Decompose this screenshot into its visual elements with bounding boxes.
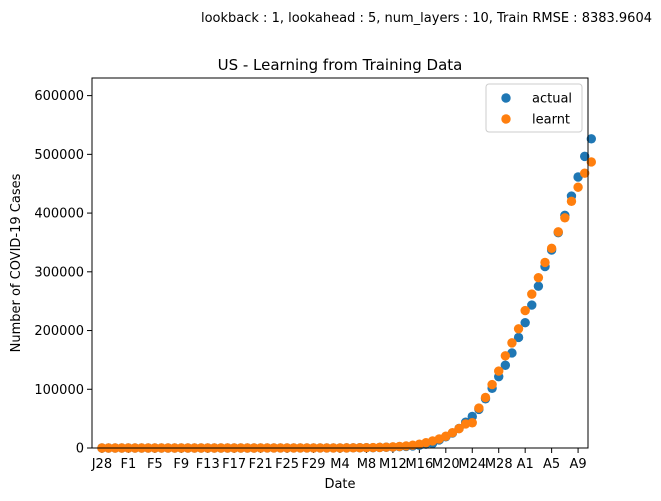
- x-tick-label: F13: [196, 457, 220, 472]
- data-point-learnt: [374, 442, 385, 453]
- legend-marker: [501, 114, 511, 124]
- y-tick-label: 0: [76, 442, 84, 457]
- y-tick-label: 600000: [34, 89, 84, 104]
- data-point-actual: [527, 300, 537, 310]
- series-actual: [97, 134, 597, 453]
- y-tick-label: 500000: [34, 148, 84, 163]
- data-point-learnt: [540, 257, 550, 268]
- x-tick-label: M8: [357, 457, 377, 472]
- chart-suptitle: lookback : 1, lookahead : 5, num_layers …: [201, 11, 652, 26]
- x-tick-label: F1: [120, 457, 136, 472]
- y-tick-label: 200000: [34, 324, 84, 339]
- data-point-learnt: [520, 305, 530, 316]
- legend-label: actual: [532, 92, 572, 107]
- chart-title: US - Learning from Training Data: [218, 56, 463, 74]
- x-axis-label: Date: [324, 477, 355, 492]
- data-point-learnt: [507, 338, 517, 348]
- y-tick-label: 400000: [34, 207, 84, 222]
- legend-label: learnt: [532, 113, 570, 128]
- data-point-learnt: [579, 168, 590, 178]
- x-tick-label: A9: [569, 457, 586, 472]
- x-tick-label: M28: [485, 457, 513, 472]
- legend: actual learnt: [485, 83, 583, 133]
- data-point-actual: [513, 332, 524, 343]
- data-point-actual: [533, 281, 544, 291]
- x-tick-label: M20: [432, 457, 460, 472]
- x-tick-label: F5: [147, 457, 163, 472]
- x-tick-label: F9: [173, 457, 189, 472]
- data-point-learnt: [474, 403, 484, 413]
- data-point-learnt: [533, 272, 544, 283]
- x-tick-label: M16: [405, 457, 433, 472]
- data-point-learnt: [494, 366, 504, 376]
- legend-marker: [501, 93, 511, 103]
- x-tick-label: J28: [91, 457, 112, 472]
- y-tick-label: 300000: [34, 265, 84, 280]
- data-point-learnt: [586, 157, 597, 167]
- x-tick-label: M24: [458, 457, 486, 472]
- x-tick-label: A5: [543, 457, 560, 472]
- data-point-actual: [500, 360, 511, 370]
- data-point-learnt: [487, 379, 497, 390]
- data-point-learnt: [553, 227, 563, 237]
- x-tick-label: F29: [302, 457, 326, 472]
- data-point-learnt: [573, 182, 583, 192]
- data-point-learnt: [527, 289, 537, 299]
- data-point-learnt: [454, 423, 464, 434]
- data-point-learnt: [560, 213, 570, 223]
- data-point-learnt: [513, 324, 524, 334]
- data-point-learnt: [546, 243, 557, 254]
- x-tick-label: F25: [275, 457, 299, 472]
- data-point-actual: [579, 151, 590, 162]
- data-point-actual: [520, 317, 530, 328]
- data-point-learnt: [467, 418, 477, 428]
- x-tick-label: F21: [249, 457, 273, 472]
- plot-frame: [91, 77, 589, 449]
- plot-area: 0 100000 200000 300000 400000 500000 600000 J28…: [34, 77, 597, 472]
- x-tick-label: F17: [222, 457, 246, 472]
- data-point-actual: [586, 134, 597, 144]
- data-point-learnt: [480, 392, 491, 403]
- series-learnt: [97, 157, 597, 453]
- data-point-learnt: [500, 351, 511, 361]
- y-axis-label: Number of COVID-19 Cases: [9, 173, 24, 352]
- data-point-learnt: [566, 196, 577, 207]
- x-tick-label: M12: [379, 457, 407, 472]
- data-point-learnt: [381, 442, 391, 452]
- x-tick-label: A1: [517, 457, 534, 472]
- y-tick-label: 100000: [34, 383, 84, 398]
- x-tick-label: M4: [330, 457, 350, 472]
